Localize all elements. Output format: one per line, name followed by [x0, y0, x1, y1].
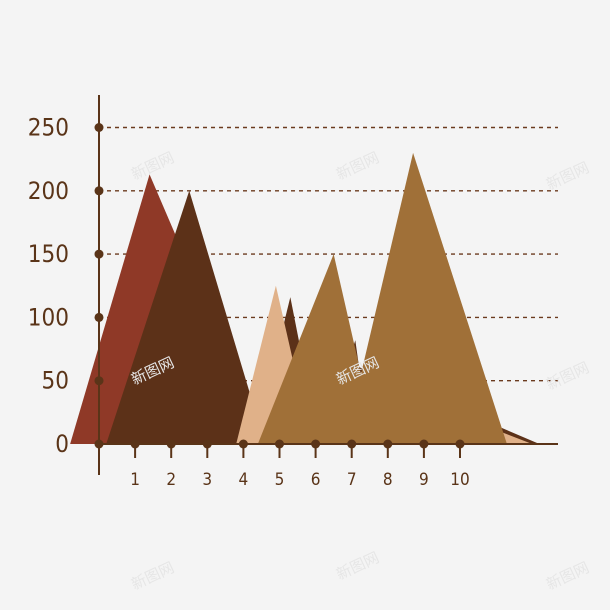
y-tick-dot-0: [94, 439, 104, 449]
tick-labels: 0 50 100 150 200 250 1 2 3 4 5 6 7 8 9 10: [28, 114, 470, 491]
x-tick-label-4: 4: [239, 470, 249, 490]
x-tick-dot-7: [347, 439, 357, 449]
x-tick-dot-3: [202, 439, 212, 449]
x-tick-dot-2: [166, 439, 176, 449]
y-tick-label-100: 100: [28, 303, 69, 331]
x-tick-dot-10: [455, 439, 465, 449]
x-tick-dot-8: [383, 439, 393, 449]
peaks: [70, 152, 540, 445]
y-tick-dot-100: [94, 312, 104, 322]
x-tick-label-10: 10: [450, 470, 469, 490]
y-tick-label-150: 150: [28, 240, 69, 268]
x-tick-label-9: 9: [419, 470, 429, 490]
x-tick-dot-4: [238, 439, 248, 449]
x-tick-label-8: 8: [383, 470, 393, 490]
x-tick-dot-5: [275, 439, 284, 449]
x-tick-label-6: 6: [311, 470, 321, 490]
x-tick-dot-1: [130, 439, 140, 449]
peak-5: [106, 190, 266, 444]
y-tick-dot-250: [94, 123, 104, 132]
y-tick-dot-200: [94, 186, 104, 196]
peak-11: [344, 152, 507, 444]
x-tick-label-2: 2: [166, 470, 176, 490]
axes: [94, 95, 558, 475]
y-tick-label-50: 50: [42, 367, 69, 395]
y-tick-label-0: 0: [55, 430, 69, 458]
x-tick-label-5: 5: [275, 470, 285, 490]
x-tick-dot-6: [311, 439, 321, 449]
x-tick-label-1: 1: [130, 470, 140, 490]
y-tick-label-250: 250: [28, 114, 69, 142]
x-tick-dot-9: [419, 439, 429, 449]
x-tick-label-7: 7: [347, 470, 357, 490]
x-tick-label-3: 3: [202, 470, 212, 490]
y-tick-dot-50: [94, 376, 104, 386]
y-tick-dot-150: [94, 249, 104, 259]
peak-10: [257, 254, 377, 444]
y-tick-label-200: 200: [28, 177, 69, 205]
